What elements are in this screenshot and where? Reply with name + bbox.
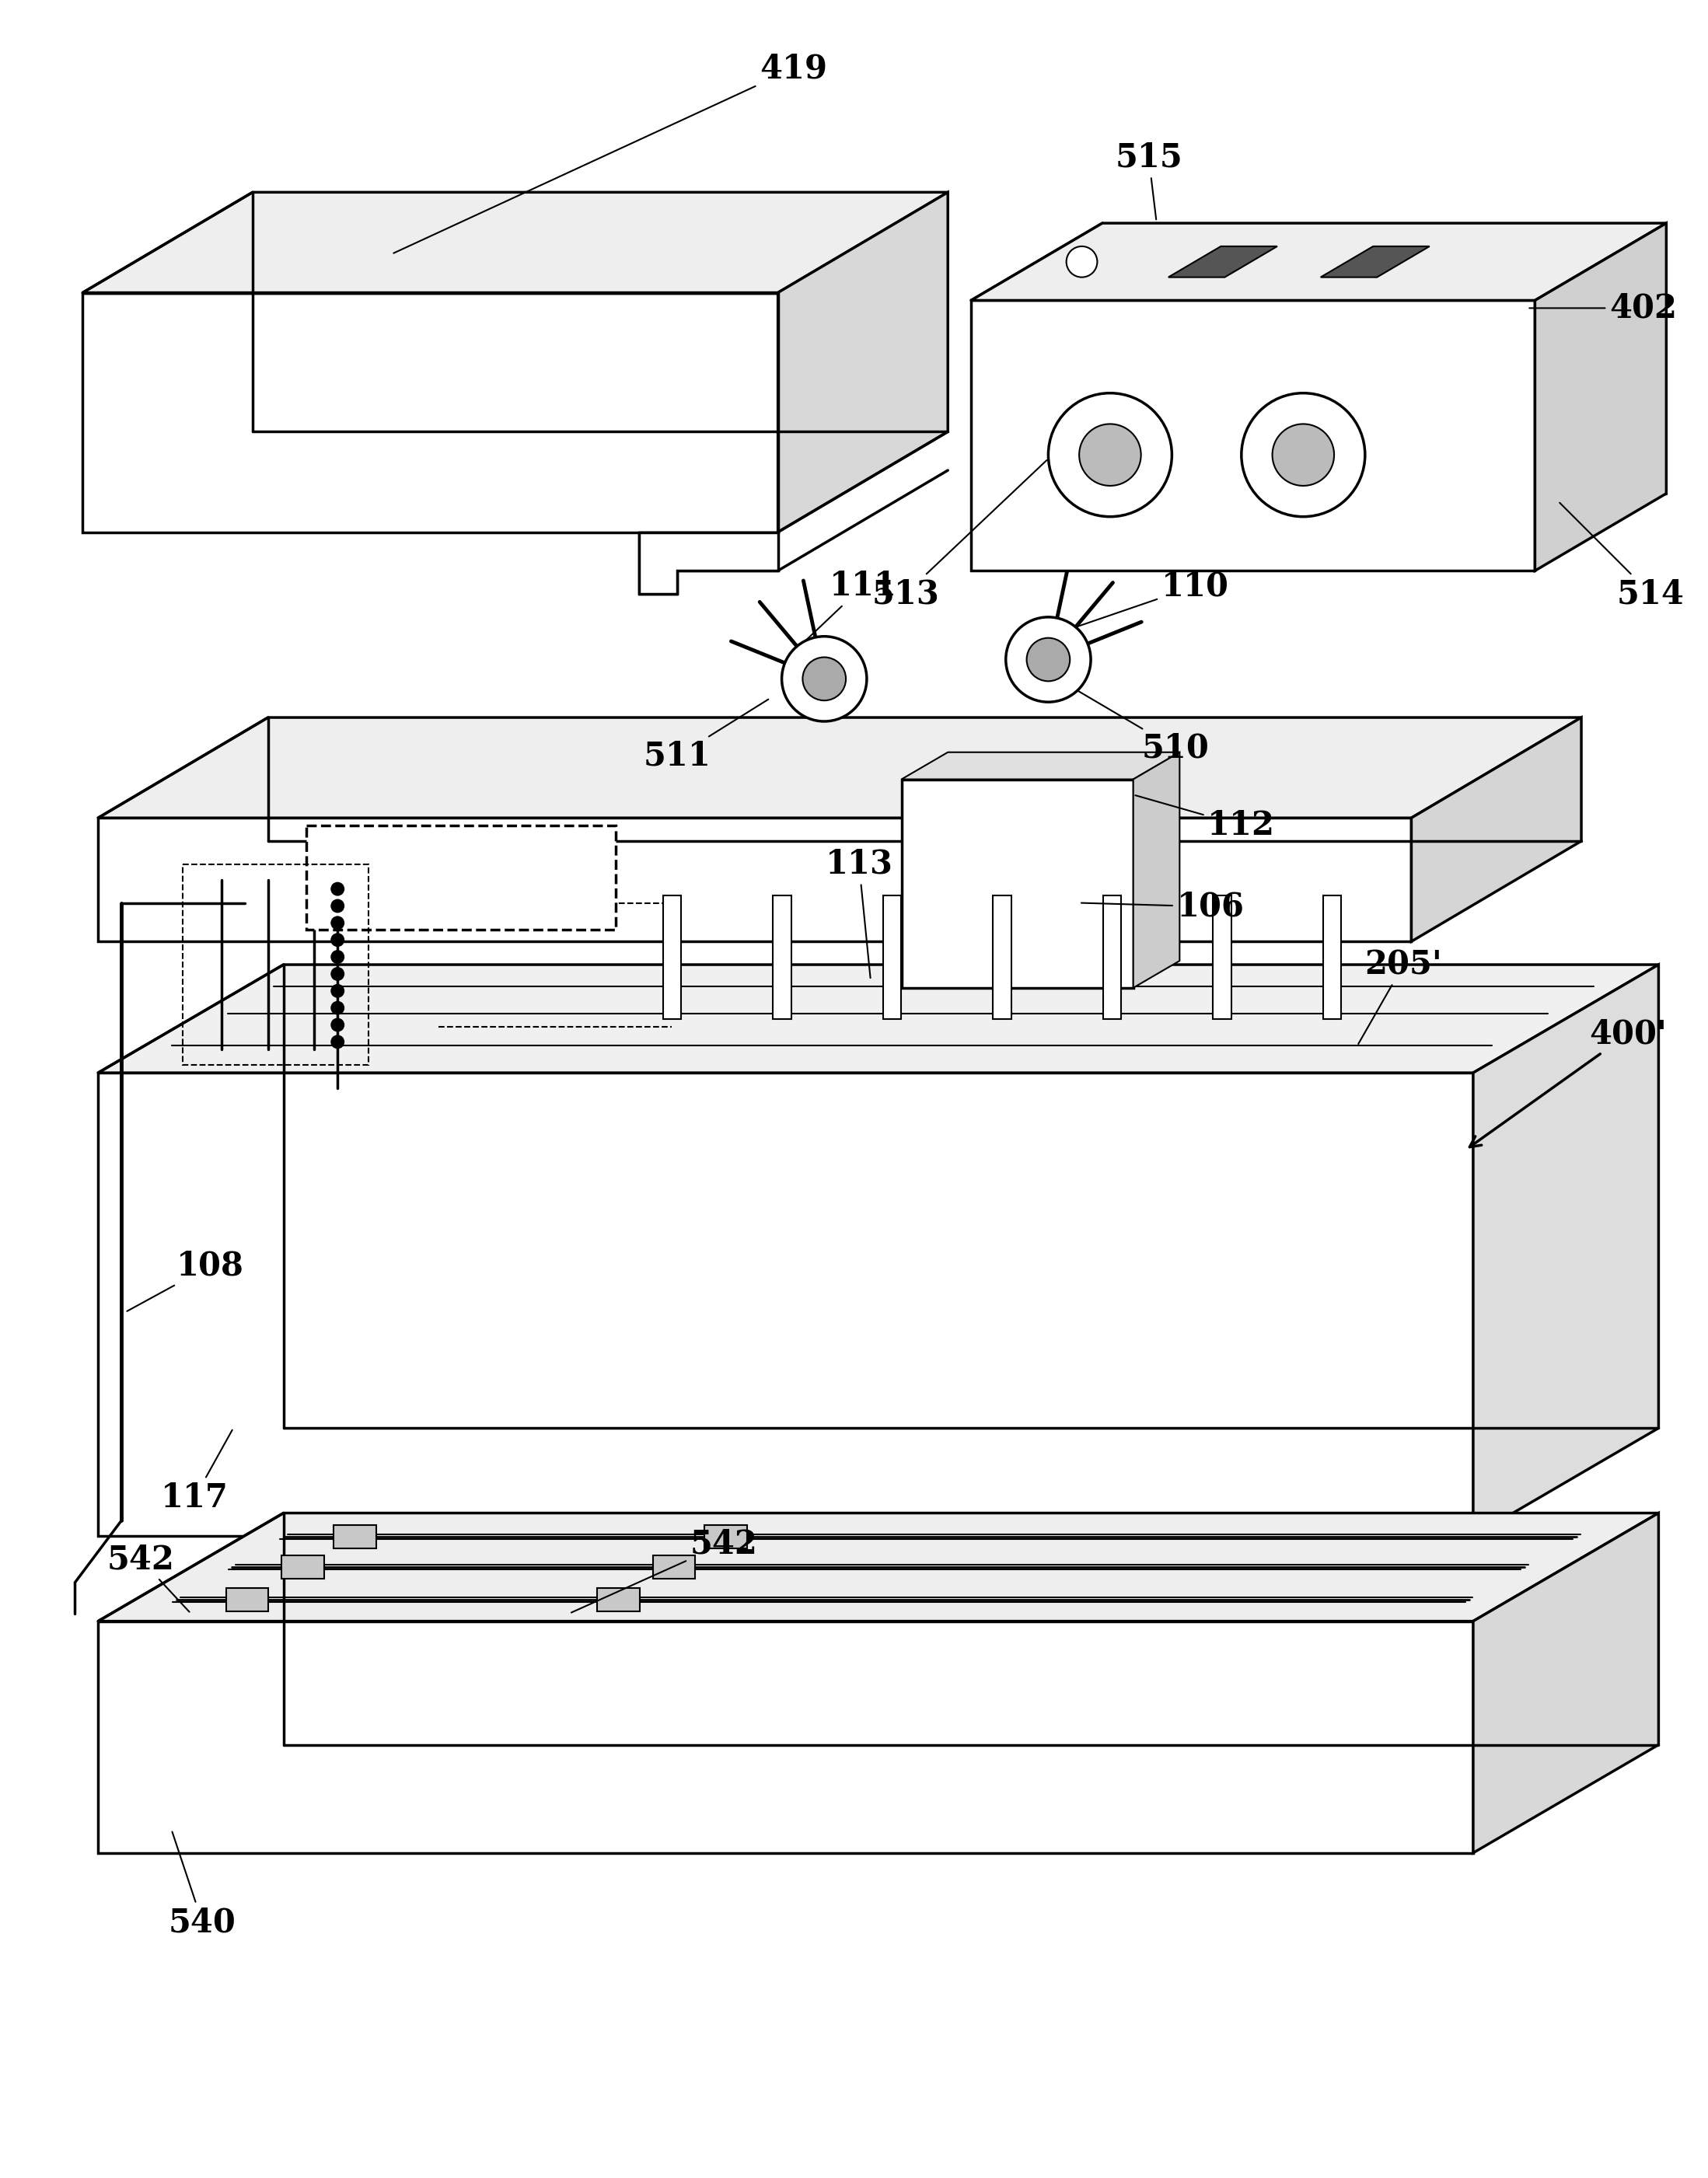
Circle shape bbox=[331, 1035, 345, 1050]
Text: 542: 542 bbox=[570, 1527, 758, 1612]
Polygon shape bbox=[772, 895, 791, 1019]
Circle shape bbox=[782, 636, 866, 721]
Text: 510: 510 bbox=[1047, 673, 1209, 764]
Polygon shape bbox=[97, 717, 1582, 819]
Circle shape bbox=[803, 658, 845, 701]
Text: 113: 113 bbox=[825, 847, 893, 978]
Text: 515: 515 bbox=[1115, 142, 1182, 220]
Circle shape bbox=[1006, 616, 1091, 701]
Text: 110: 110 bbox=[1062, 571, 1228, 632]
Polygon shape bbox=[1103, 895, 1122, 1019]
Polygon shape bbox=[639, 531, 777, 595]
Polygon shape bbox=[1411, 717, 1582, 941]
Polygon shape bbox=[1322, 895, 1341, 1019]
Text: 419: 419 bbox=[393, 52, 827, 253]
Text: 112: 112 bbox=[1136, 795, 1276, 843]
Text: 511: 511 bbox=[644, 699, 769, 773]
Polygon shape bbox=[1213, 895, 1231, 1019]
Circle shape bbox=[331, 1002, 345, 1015]
Polygon shape bbox=[972, 222, 1667, 301]
Bar bbox=[183, 865, 369, 1065]
Bar bbox=[282, 1555, 325, 1579]
Polygon shape bbox=[82, 292, 777, 531]
Bar bbox=[598, 1588, 639, 1612]
Polygon shape bbox=[1134, 751, 1180, 989]
Circle shape bbox=[331, 882, 345, 895]
Polygon shape bbox=[902, 751, 1180, 780]
Polygon shape bbox=[97, 819, 1411, 941]
Bar bbox=[307, 825, 615, 930]
Circle shape bbox=[331, 932, 345, 947]
Polygon shape bbox=[82, 192, 948, 292]
Polygon shape bbox=[883, 895, 902, 1019]
Circle shape bbox=[1066, 246, 1097, 277]
Text: 402: 402 bbox=[1529, 292, 1677, 325]
Circle shape bbox=[1079, 425, 1141, 486]
Polygon shape bbox=[992, 895, 1011, 1019]
Polygon shape bbox=[97, 965, 1658, 1074]
Text: 106: 106 bbox=[1081, 891, 1245, 923]
Text: 542: 542 bbox=[108, 1542, 190, 1612]
Text: 400': 400' bbox=[1469, 1017, 1667, 1148]
Polygon shape bbox=[777, 192, 948, 531]
Circle shape bbox=[1272, 425, 1334, 486]
Polygon shape bbox=[902, 780, 1134, 989]
Bar bbox=[225, 1588, 268, 1612]
Text: 108: 108 bbox=[126, 1250, 244, 1311]
Polygon shape bbox=[972, 301, 1535, 571]
Text: 117: 117 bbox=[161, 1431, 232, 1514]
Circle shape bbox=[331, 917, 345, 930]
Polygon shape bbox=[1535, 222, 1667, 571]
Polygon shape bbox=[1320, 246, 1430, 277]
Text: 205': 205' bbox=[1358, 947, 1443, 1043]
Polygon shape bbox=[1474, 965, 1658, 1535]
Circle shape bbox=[331, 967, 345, 980]
Bar bbox=[333, 1525, 376, 1549]
Circle shape bbox=[331, 950, 345, 965]
Polygon shape bbox=[97, 1074, 1474, 1535]
Circle shape bbox=[1242, 392, 1365, 516]
Polygon shape bbox=[1474, 1514, 1658, 1853]
Text: 111: 111 bbox=[787, 571, 897, 658]
Circle shape bbox=[331, 1017, 345, 1032]
Bar bbox=[652, 1555, 695, 1579]
Circle shape bbox=[1027, 638, 1069, 682]
Circle shape bbox=[1049, 392, 1172, 516]
Bar bbox=[705, 1525, 746, 1549]
Text: 540: 540 bbox=[169, 1832, 236, 1938]
Polygon shape bbox=[97, 1620, 1474, 1853]
Polygon shape bbox=[1168, 246, 1278, 277]
Text: 514: 514 bbox=[1559, 503, 1684, 610]
Circle shape bbox=[331, 900, 345, 913]
Polygon shape bbox=[663, 895, 681, 1019]
Polygon shape bbox=[97, 1514, 1658, 1620]
Text: 513: 513 bbox=[871, 460, 1047, 610]
Circle shape bbox=[331, 984, 345, 998]
